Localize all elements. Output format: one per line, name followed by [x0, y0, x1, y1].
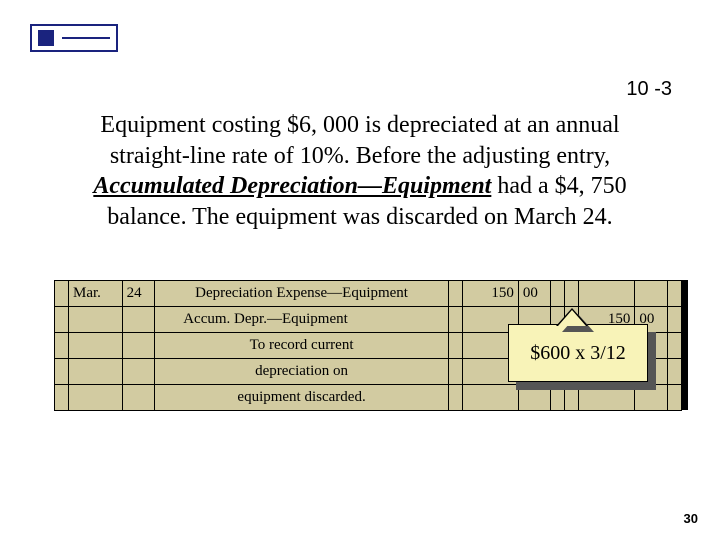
- ledger-cell: depreciation on: [155, 359, 449, 385]
- ledger-cell: [448, 281, 462, 307]
- ledger-cell: 150: [462, 281, 518, 307]
- ledger-cell: [635, 281, 668, 307]
- ledger-right-edge: [682, 280, 688, 410]
- ledger-cell: [122, 307, 155, 333]
- ledger-cell: [448, 359, 462, 385]
- ledger-cell: [122, 359, 155, 385]
- ledger-cell: [667, 385, 681, 411]
- ledger-cell: [462, 385, 518, 411]
- ledger-cell: [68, 359, 122, 385]
- ledger-cell: Mar.: [68, 281, 122, 307]
- ledger-cell: [55, 359, 69, 385]
- ledger-cell: equipment discarded.: [155, 385, 449, 411]
- ledger-cell: 00: [518, 281, 551, 307]
- ledger-cell: [579, 281, 635, 307]
- ledger-cell: To record current: [155, 333, 449, 359]
- body-paragraph: Equipment costing $6, 000 is depreciated…: [60, 110, 660, 233]
- paragraph-pre: Equipment costing $6, 000 is depreciated…: [100, 112, 619, 169]
- ledger-cell: [122, 385, 155, 411]
- ledger-cell: 24: [122, 281, 155, 307]
- ledger-cell: [667, 359, 681, 385]
- ledger-cell: Depreciation Expense—Equipment: [155, 281, 449, 307]
- ledger-cell: [68, 385, 122, 411]
- ledger-cell: [551, 281, 565, 307]
- calculation-callout: $600 x 3/12: [508, 324, 648, 382]
- decorative-header-box: [30, 24, 118, 52]
- ledger-cell: [667, 333, 681, 359]
- ledger-cell: [667, 281, 681, 307]
- decorative-square: [38, 30, 54, 46]
- callout-text: $600 x 3/12: [530, 342, 626, 365]
- ledger-cell: Accum. Depr.—Equipment: [155, 307, 449, 333]
- ledger-cell: [68, 307, 122, 333]
- ledger-cell: [55, 333, 69, 359]
- ledger-cell: [667, 307, 681, 333]
- ledger-cell: [122, 333, 155, 359]
- decorative-line: [62, 37, 110, 39]
- callout-arrow: [558, 310, 586, 326]
- ledger-cell: [55, 385, 69, 411]
- ledger-cell: [55, 281, 69, 307]
- ledger-cell: [565, 281, 579, 307]
- ledger-cell: [448, 385, 462, 411]
- ledger-cell: [68, 333, 122, 359]
- account-name-emphasis: Accumulated Depreciation—Equipment: [93, 173, 491, 199]
- ledger-cell: [448, 307, 462, 333]
- slide-number: 30: [684, 511, 698, 526]
- ledger-cell: [55, 307, 69, 333]
- page-code: 10 -3: [626, 78, 672, 101]
- ledger-row: Mar.24Depreciation Expense—Equipment 1500…: [55, 281, 682, 307]
- ledger-cell: [448, 333, 462, 359]
